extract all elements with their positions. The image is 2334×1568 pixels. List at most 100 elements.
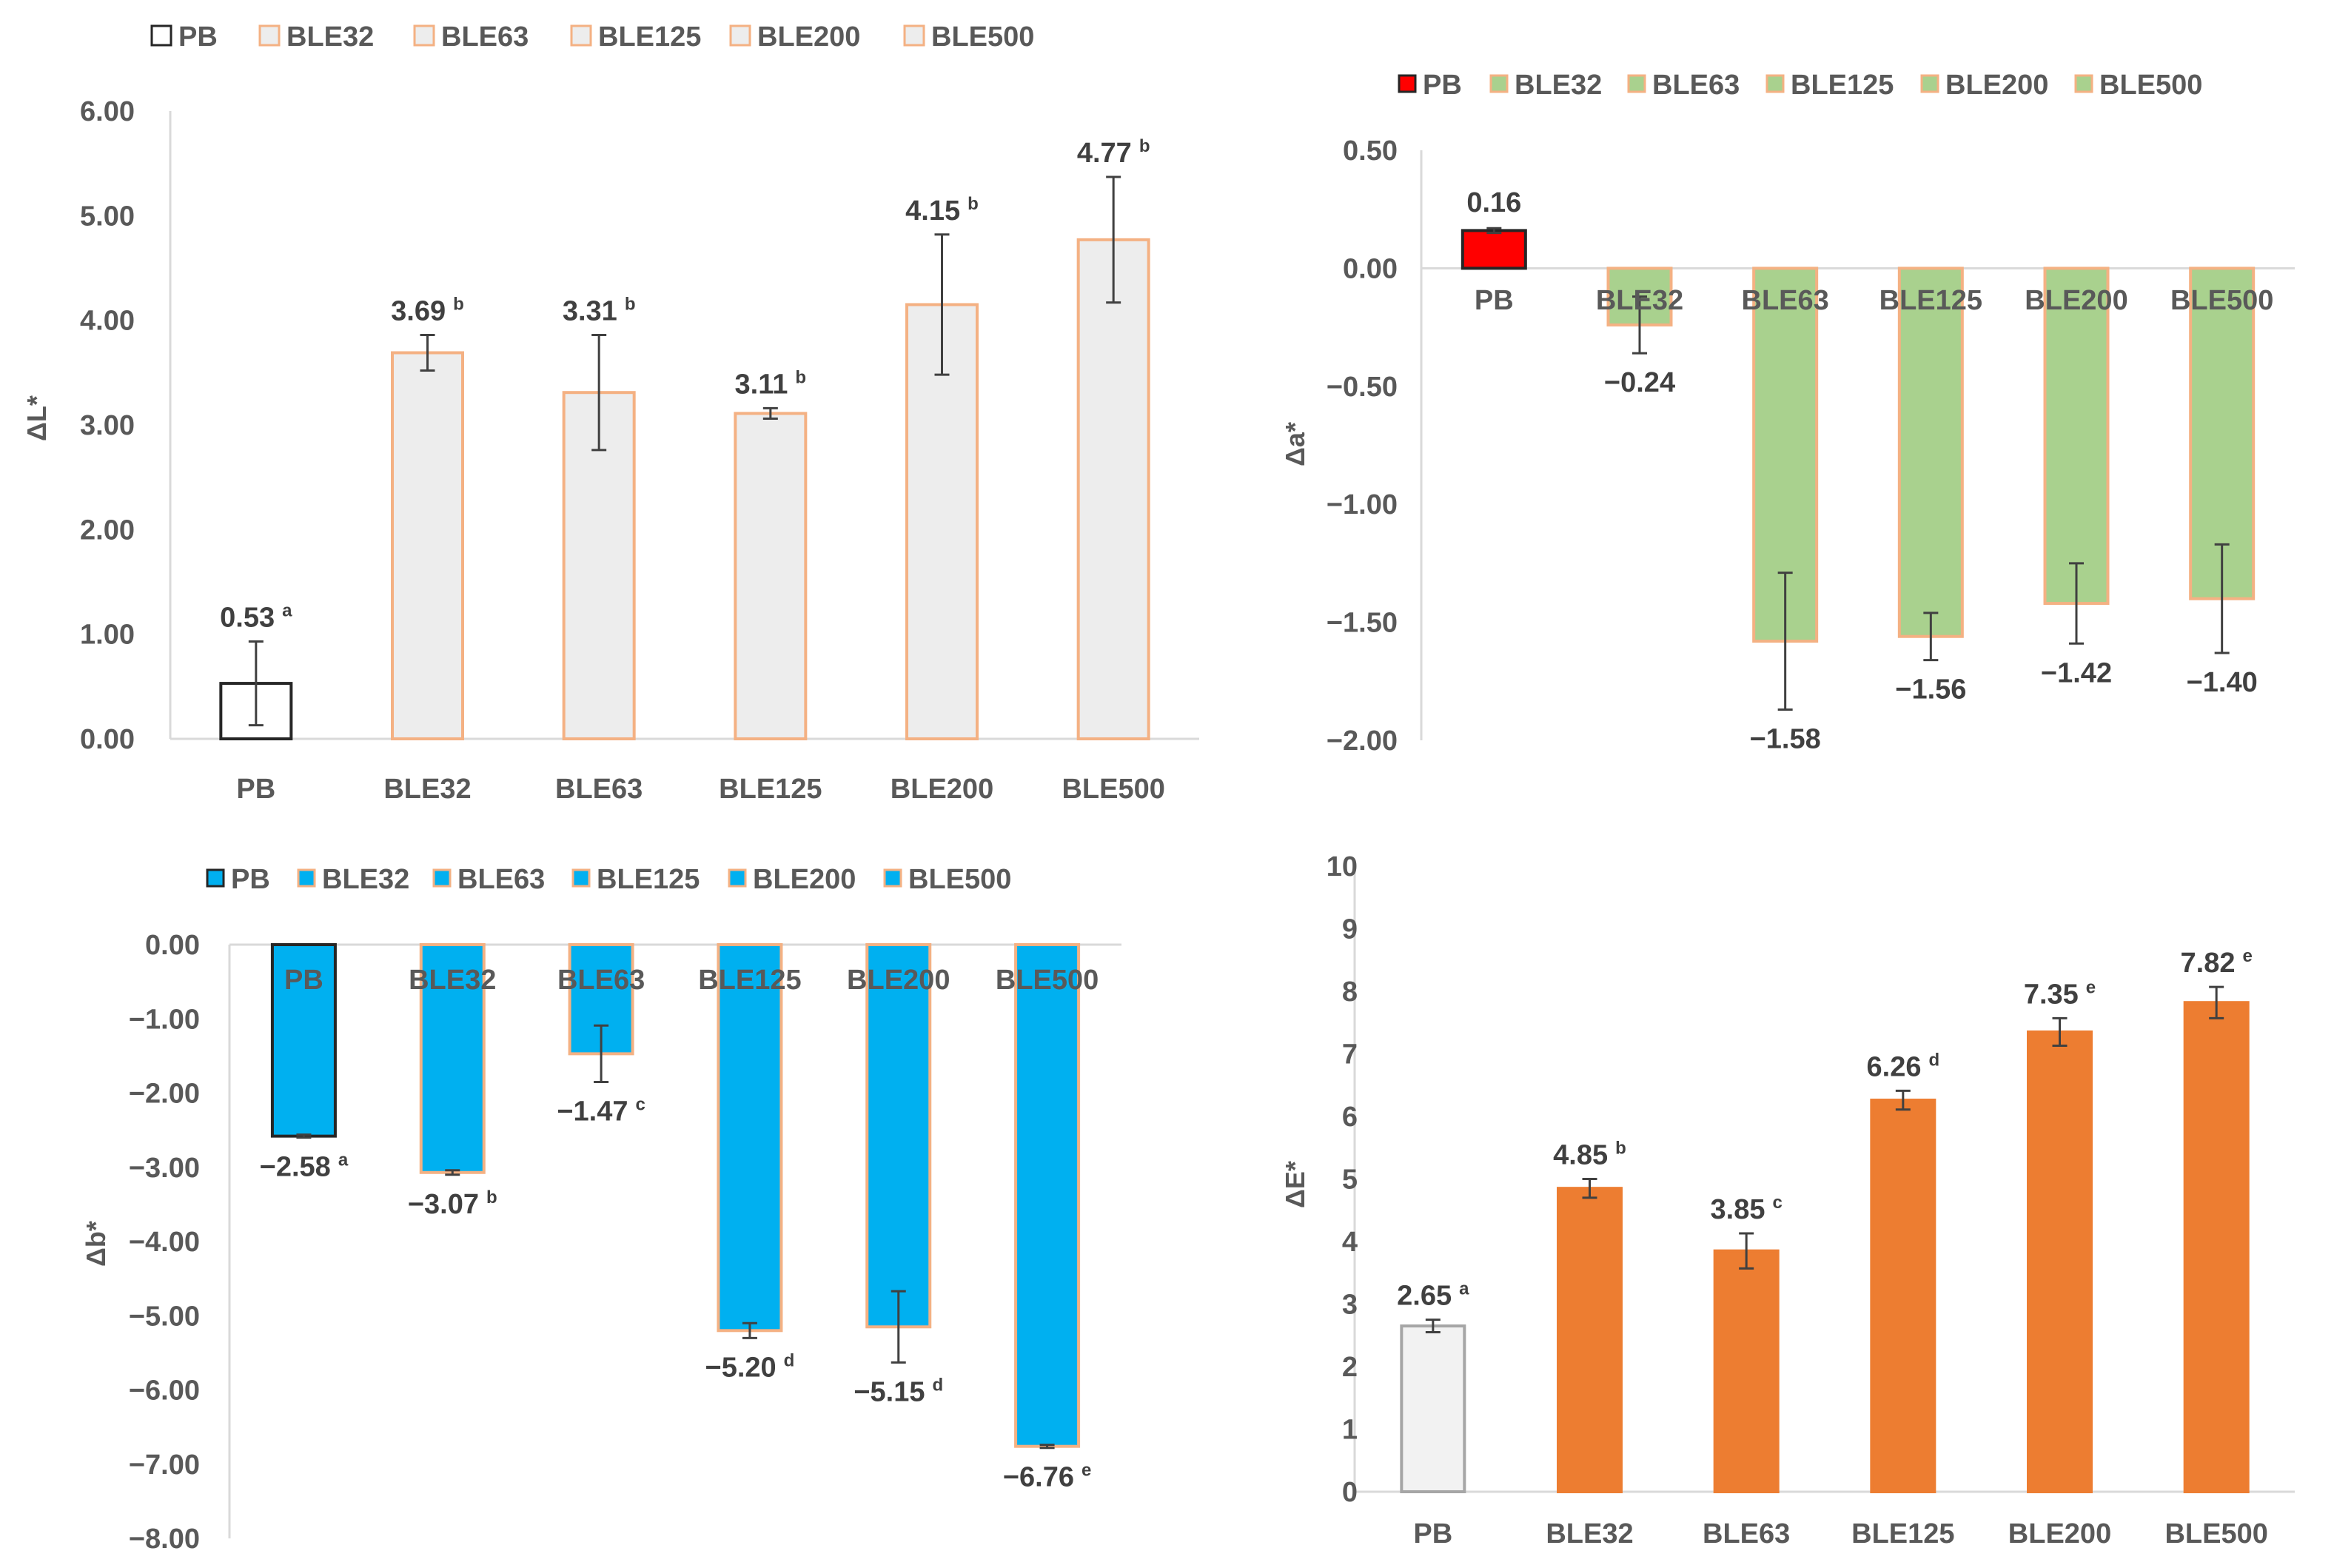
data-label-letter: d (784, 1350, 795, 1370)
data-label-letter: e (2086, 977, 2096, 997)
y-tick-label: −2.00 (129, 1079, 200, 1110)
y-tick-label: −4.00 (129, 1227, 200, 1258)
data-label-letter: b (1615, 1139, 1626, 1159)
y-tick-label: 8 (1342, 976, 1358, 1008)
bar-pb (270, 943, 337, 1138)
bar-ble200 (905, 303, 979, 740)
bar-ble32 (1557, 1187, 1623, 1494)
x-category-label: PB (1475, 285, 1514, 316)
data-label: 3.85 c (1711, 1193, 1783, 1225)
data-label: 3.11 b (735, 367, 807, 400)
data-label-value: −0.24 (1604, 367, 1675, 398)
y-tick-label: 7 (1342, 1039, 1358, 1071)
bar-ble500 (2183, 1001, 2250, 1493)
legend-swatch (570, 24, 592, 47)
y-tick-label: 0.50 (1343, 135, 1398, 167)
legend-label: BLE200 (757, 21, 860, 53)
data-label: −2.58 a (260, 1150, 349, 1183)
bar-ble125 (717, 943, 783, 1333)
legend-label: BLE32 (1515, 70, 1602, 101)
data-label-value: −1.47 (557, 1096, 628, 1127)
y-tick-label: 9 (1342, 914, 1358, 945)
x-category-label: BLE200 (847, 965, 950, 996)
bar-ble32 (419, 943, 486, 1174)
data-label-value: −5.15 (854, 1376, 925, 1407)
data-label: −6.76 e (1003, 1461, 1092, 1493)
x-category-label: BLE63 (1703, 1518, 1790, 1549)
data-label: −3.07 b (408, 1187, 497, 1220)
data-label: 6.26 d (1867, 1050, 1940, 1082)
data-label-letter: b (625, 294, 636, 314)
y-tick-label: 0 (1342, 1477, 1358, 1508)
x-category-label: BLE125 (1851, 1518, 1954, 1549)
legend-label: BLE63 (1652, 70, 1740, 101)
legend-label: BLE500 (908, 864, 1011, 895)
x-category-label: BLE63 (557, 965, 645, 996)
data-label: −1.56 (1895, 674, 1966, 706)
legend-swatch (1398, 74, 1417, 93)
data-label-letter: c (635, 1094, 645, 1114)
legend-swatch (728, 868, 747, 888)
data-label: −5.20 d (705, 1350, 795, 1383)
bar-ble500 (1014, 943, 1081, 1448)
y-tick-label: 6.00 (80, 96, 135, 127)
data-label: 7.82 e (2181, 946, 2253, 979)
legend-swatch (1627, 74, 1646, 93)
data-label-value: 3.69 (391, 295, 446, 326)
x-category-label: BLE63 (555, 774, 643, 805)
legend-label: PB (178, 21, 218, 53)
legend-swatch (206, 868, 225, 888)
y-tick-label: −6.00 (129, 1376, 200, 1407)
legend-swatch (432, 868, 452, 888)
y-tick-label: 1 (1342, 1415, 1358, 1446)
y-tick-label: 6 (1342, 1102, 1358, 1133)
data-label-value: −5.20 (705, 1352, 777, 1383)
legend-swatch (413, 24, 435, 47)
legend-swatch (150, 24, 172, 47)
data-label-letter: b (486, 1187, 497, 1207)
data-label-value: 7.35 (2024, 979, 2079, 1010)
y-tick-label: 2 (1342, 1352, 1358, 1383)
y-tick-label: −7.00 (129, 1450, 200, 1481)
legend-swatch (903, 24, 925, 47)
x-category-label: BLE500 (996, 965, 1099, 996)
x-category-label: BLE200 (2008, 1518, 2111, 1549)
data-label-letter: b (795, 367, 806, 387)
data-label-value: −1.58 (1750, 724, 1821, 755)
y-tick-label: 10 (1327, 851, 1358, 882)
chart-delta-a: −2.00 −1.50 −1.00 −0.50 0.00 0.50 Δa* PB BLE32 BL… (1280, 70, 2295, 757)
bar-ble125 (1897, 267, 1964, 638)
y-tick-label: 3.00 (80, 410, 135, 441)
legend-label: BLE125 (597, 864, 700, 895)
x-category-label: BLE200 (2025, 285, 2127, 316)
data-label-value: −2.58 (260, 1152, 331, 1183)
x-category-label: BLE125 (1879, 285, 1982, 316)
data-label-value: 3.85 (1711, 1194, 1765, 1225)
chart-delta-b: −8.00 −7.00 −6.00 −5.00 −4.00 −3.00 −2.00 −1.00… (81, 864, 1121, 1555)
data-label: −0.24 (1604, 367, 1675, 398)
bar-ble200 (865, 943, 932, 1329)
legend-swatch (2074, 74, 2093, 93)
data-label-value: 7.82 (2181, 948, 2236, 979)
data-label-letter: e (2242, 946, 2252, 966)
y-axis-title: ΔE* (1280, 1161, 1310, 1208)
data-label-value: 4.77 (1077, 138, 1132, 169)
data-label: 3.69 b (391, 294, 464, 326)
y-tick-label: −5.00 (129, 1301, 200, 1332)
data-label-value: 6.26 (1867, 1051, 1922, 1082)
y-tick-label: 0.00 (145, 930, 200, 961)
data-label-value: −6.76 (1003, 1462, 1074, 1493)
legend-label: BLE500 (2099, 70, 2202, 101)
legend-label: PB (231, 864, 270, 895)
data-label-value: −3.07 (408, 1189, 479, 1220)
legend-label: PB (1423, 70, 1462, 101)
x-category-label: PB (1413, 1518, 1452, 1549)
legend-label: BLE200 (1945, 70, 2048, 101)
y-tick-label: 5.00 (80, 201, 135, 232)
y-axis-title: ΔL* (21, 395, 52, 441)
data-label-letter: a (1459, 1279, 1469, 1299)
data-label: −5.15 d (854, 1375, 943, 1407)
y-tick-label: 4 (1342, 1227, 1358, 1258)
x-category-label: BLE500 (1062, 774, 1164, 805)
legend-swatch (1920, 74, 1939, 93)
